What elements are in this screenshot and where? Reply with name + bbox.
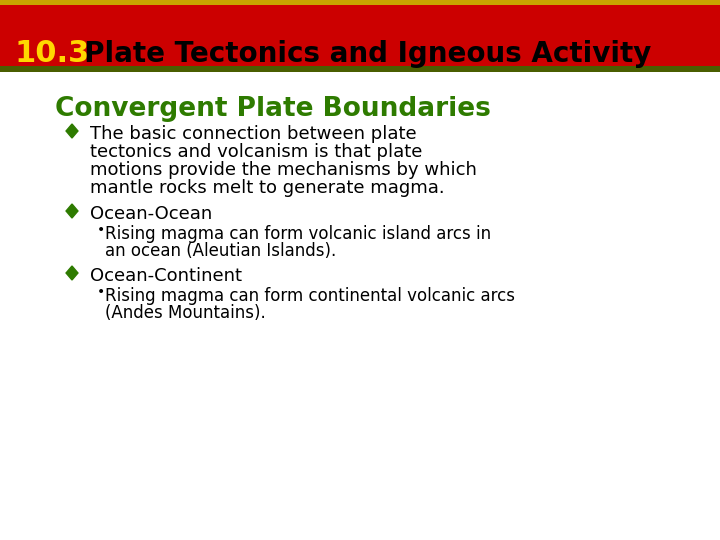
Text: Ocean-Continent: Ocean-Continent <box>90 267 242 285</box>
Text: Rising magma can form continental volcanic arcs: Rising magma can form continental volcan… <box>105 287 515 305</box>
Text: motions provide the mechanisms by which: motions provide the mechanisms by which <box>90 161 477 179</box>
Bar <box>0 66 720 72</box>
Text: tectonics and volcanism is that plate: tectonics and volcanism is that plate <box>90 143 423 161</box>
Text: Plate Tectonics and Igneous Activity: Plate Tectonics and Igneous Activity <box>65 40 652 68</box>
Text: The basic connection between plate: The basic connection between plate <box>90 125 417 143</box>
Polygon shape <box>66 266 78 280</box>
Bar <box>0 0 720 5</box>
Bar <box>0 0 720 72</box>
Text: (Andes Mountains).: (Andes Mountains). <box>105 304 266 322</box>
Text: 10.3: 10.3 <box>14 39 89 68</box>
Text: •: • <box>97 223 105 237</box>
Text: mantle rocks melt to generate magma.: mantle rocks melt to generate magma. <box>90 179 445 197</box>
Polygon shape <box>66 204 78 218</box>
Text: Rising magma can form volcanic island arcs in: Rising magma can form volcanic island ar… <box>105 225 491 243</box>
Polygon shape <box>66 124 78 138</box>
Text: •: • <box>97 285 105 299</box>
Text: Convergent Plate Boundaries: Convergent Plate Boundaries <box>55 96 491 122</box>
Text: an ocean (Aleutian Islands).: an ocean (Aleutian Islands). <box>105 242 336 260</box>
Text: Ocean-Ocean: Ocean-Ocean <box>90 205 212 223</box>
